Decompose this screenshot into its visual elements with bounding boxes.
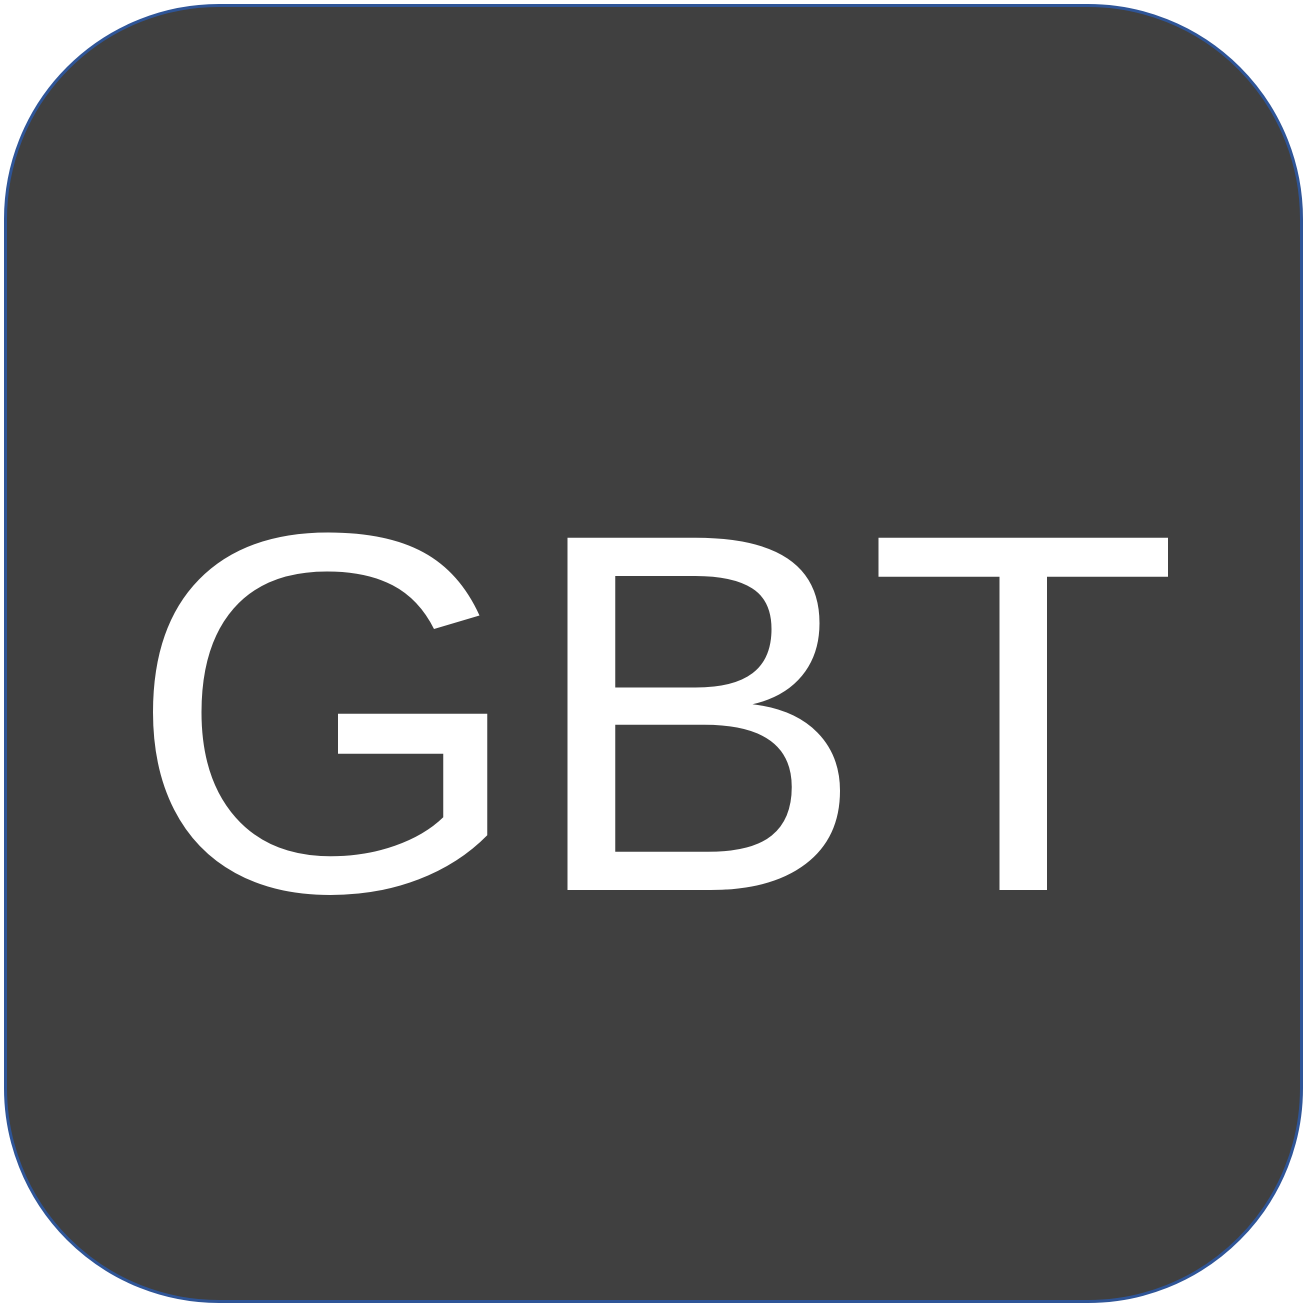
tile-label: GBT [127, 426, 1180, 999]
gbt-tile[interactable]: GBT [4, 4, 1303, 1303]
